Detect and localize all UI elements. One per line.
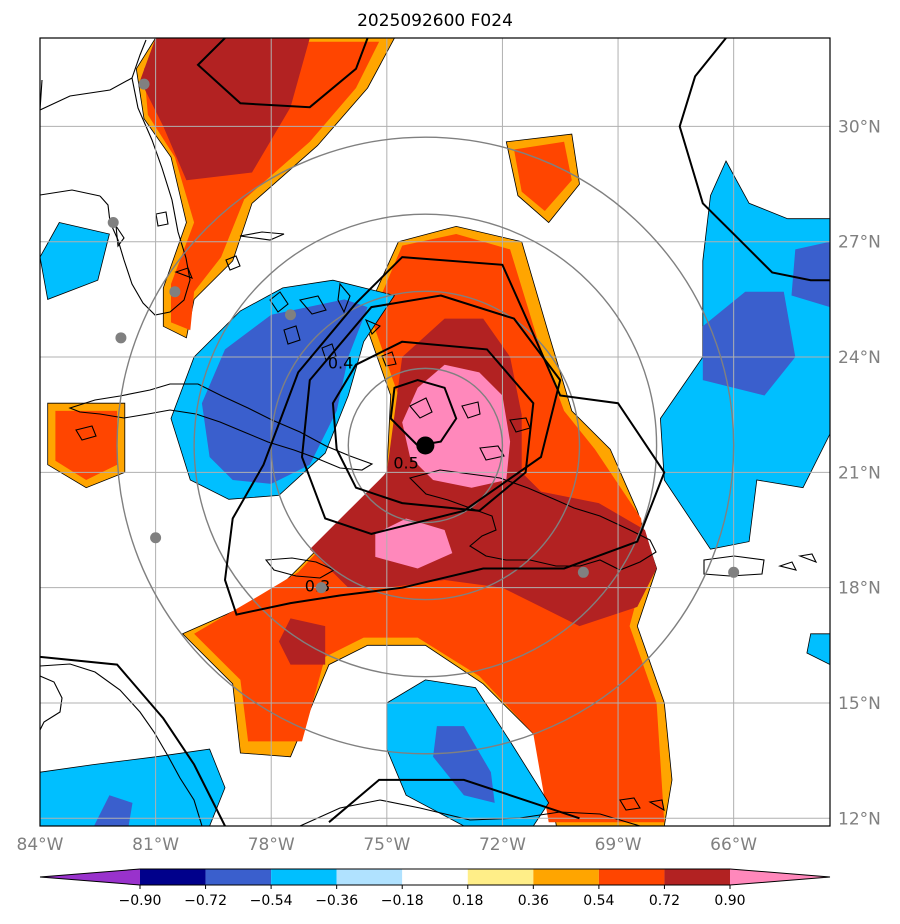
field-region-19 [201,299,368,484]
colorbar-swatch-2 [271,869,337,885]
y-tick-label-4: 24°N [838,348,881,368]
x-tick-label-6: 66°W [710,835,757,855]
field-region-21 [791,241,830,308]
colorbar-swatch-0 [140,869,206,885]
station-marker-0 [138,78,150,90]
colorbar-extend-low [40,869,140,885]
contour-3 [223,256,666,616]
field-region-12 [375,518,453,569]
colorbar-swatch-6 [533,869,599,885]
x-tick-label-1: 81°W [132,835,179,855]
field-region-11 [402,364,511,488]
colorbar-tick-label-1: −0.72 [184,893,227,909]
south-america-coast [40,663,641,826]
field-region-20 [702,291,796,396]
field-region-9 [140,38,310,181]
x-tick-label-5: 69°W [595,835,642,855]
x-tick-label-0: 84°W [17,835,64,855]
colorbar-swatch-5 [467,869,534,885]
jamaica-coast [264,557,336,579]
station-marker-6 [315,582,327,594]
field-region-18 [806,633,830,666]
colorbar: −0.90 −0.72 −0.54 −0.36 −0.18 0.18 0.36 0.54 0.7… [39,868,831,909]
contour-label-1: 0.5 [393,454,418,473]
y-tick-label-2: 18°N [838,579,881,599]
colorbar-tick-label-3: −0.36 [315,893,358,909]
contour-7 [328,778,580,823]
colorbar-swatch-8 [664,869,730,885]
y-tick-label-5: 27°N [838,233,881,253]
plot-area: 0.40.50.3 [40,38,830,826]
colorbar-tick-label-9: 0.90 [714,893,745,909]
y-tick-label-0: 12°N [838,809,881,829]
colorbar-swatch-3 [336,869,403,885]
colorbar-tick-label-7: 0.54 [583,893,614,909]
colorbar-swatch-7 [598,869,665,885]
range-ring-2 [193,213,658,678]
y-tick-label-1: 15°N [838,694,881,714]
x-tick-label-2: 78°W [248,835,295,855]
y-tick-label-6: 30°N [838,117,881,137]
station-marker-7 [577,566,589,578]
y-tick-label-3: 21°N [838,463,881,483]
contour-5 [678,38,830,282]
figure-title: 2025092600 F024 [357,11,513,31]
longitude-gridlines [40,38,735,826]
station-marker-8 [728,566,740,578]
colorbar-swatch-4 [402,869,468,885]
contour-1 [331,340,535,512]
storm-center-marker [416,436,435,455]
central-america-coast [40,675,63,731]
colorbar-tick-label-8: 0.72 [649,893,680,909]
latitude-gridlines [40,125,830,819]
station-markers [107,78,740,594]
contour-lines [40,38,830,826]
map-frame [39,37,831,827]
colorbar-tick-label-2: −0.54 [250,893,293,909]
colorbar-tick-label-6: 0.36 [518,893,549,909]
station-marker-5 [150,532,162,544]
contour-4 [196,38,369,109]
range-ring-3 [116,136,735,755]
colorbar-tick-label-5: 0.18 [452,893,483,909]
colorbar-tick-label-0: −0.90 [119,893,162,909]
hispaniola-coast [408,469,657,571]
isle-of-youth [75,425,97,441]
field-region-6 [514,141,572,211]
x-tick-label-4: 72°W [479,835,526,855]
contour-6 [40,655,226,826]
station-marker-1 [107,217,119,229]
contour-label-0: 0.4 [328,354,353,373]
field-region-17 [40,748,226,826]
latitude-tick-labels: 12°N 15°N 18°N 21°N 24°N 27°N 30°N [838,117,881,829]
colorbar-extend-high [730,869,830,885]
range-ring-0 [347,367,504,524]
x-tick-label-3: 75°W [363,835,410,855]
field-region-22 [433,726,495,803]
station-marker-2 [169,286,181,298]
shaded-field [40,38,830,826]
colorbar-swatch-1 [205,869,272,885]
station-marker-4 [284,309,296,321]
longitude-tick-labels: 84°W 81°W 78°W 75°W 72°W 69°W 66°W [17,835,758,855]
field-region-7 [55,410,118,480]
station-marker-3 [115,332,127,344]
graticule [40,38,830,826]
colorbar-tick-label-4: −0.18 [381,893,424,909]
